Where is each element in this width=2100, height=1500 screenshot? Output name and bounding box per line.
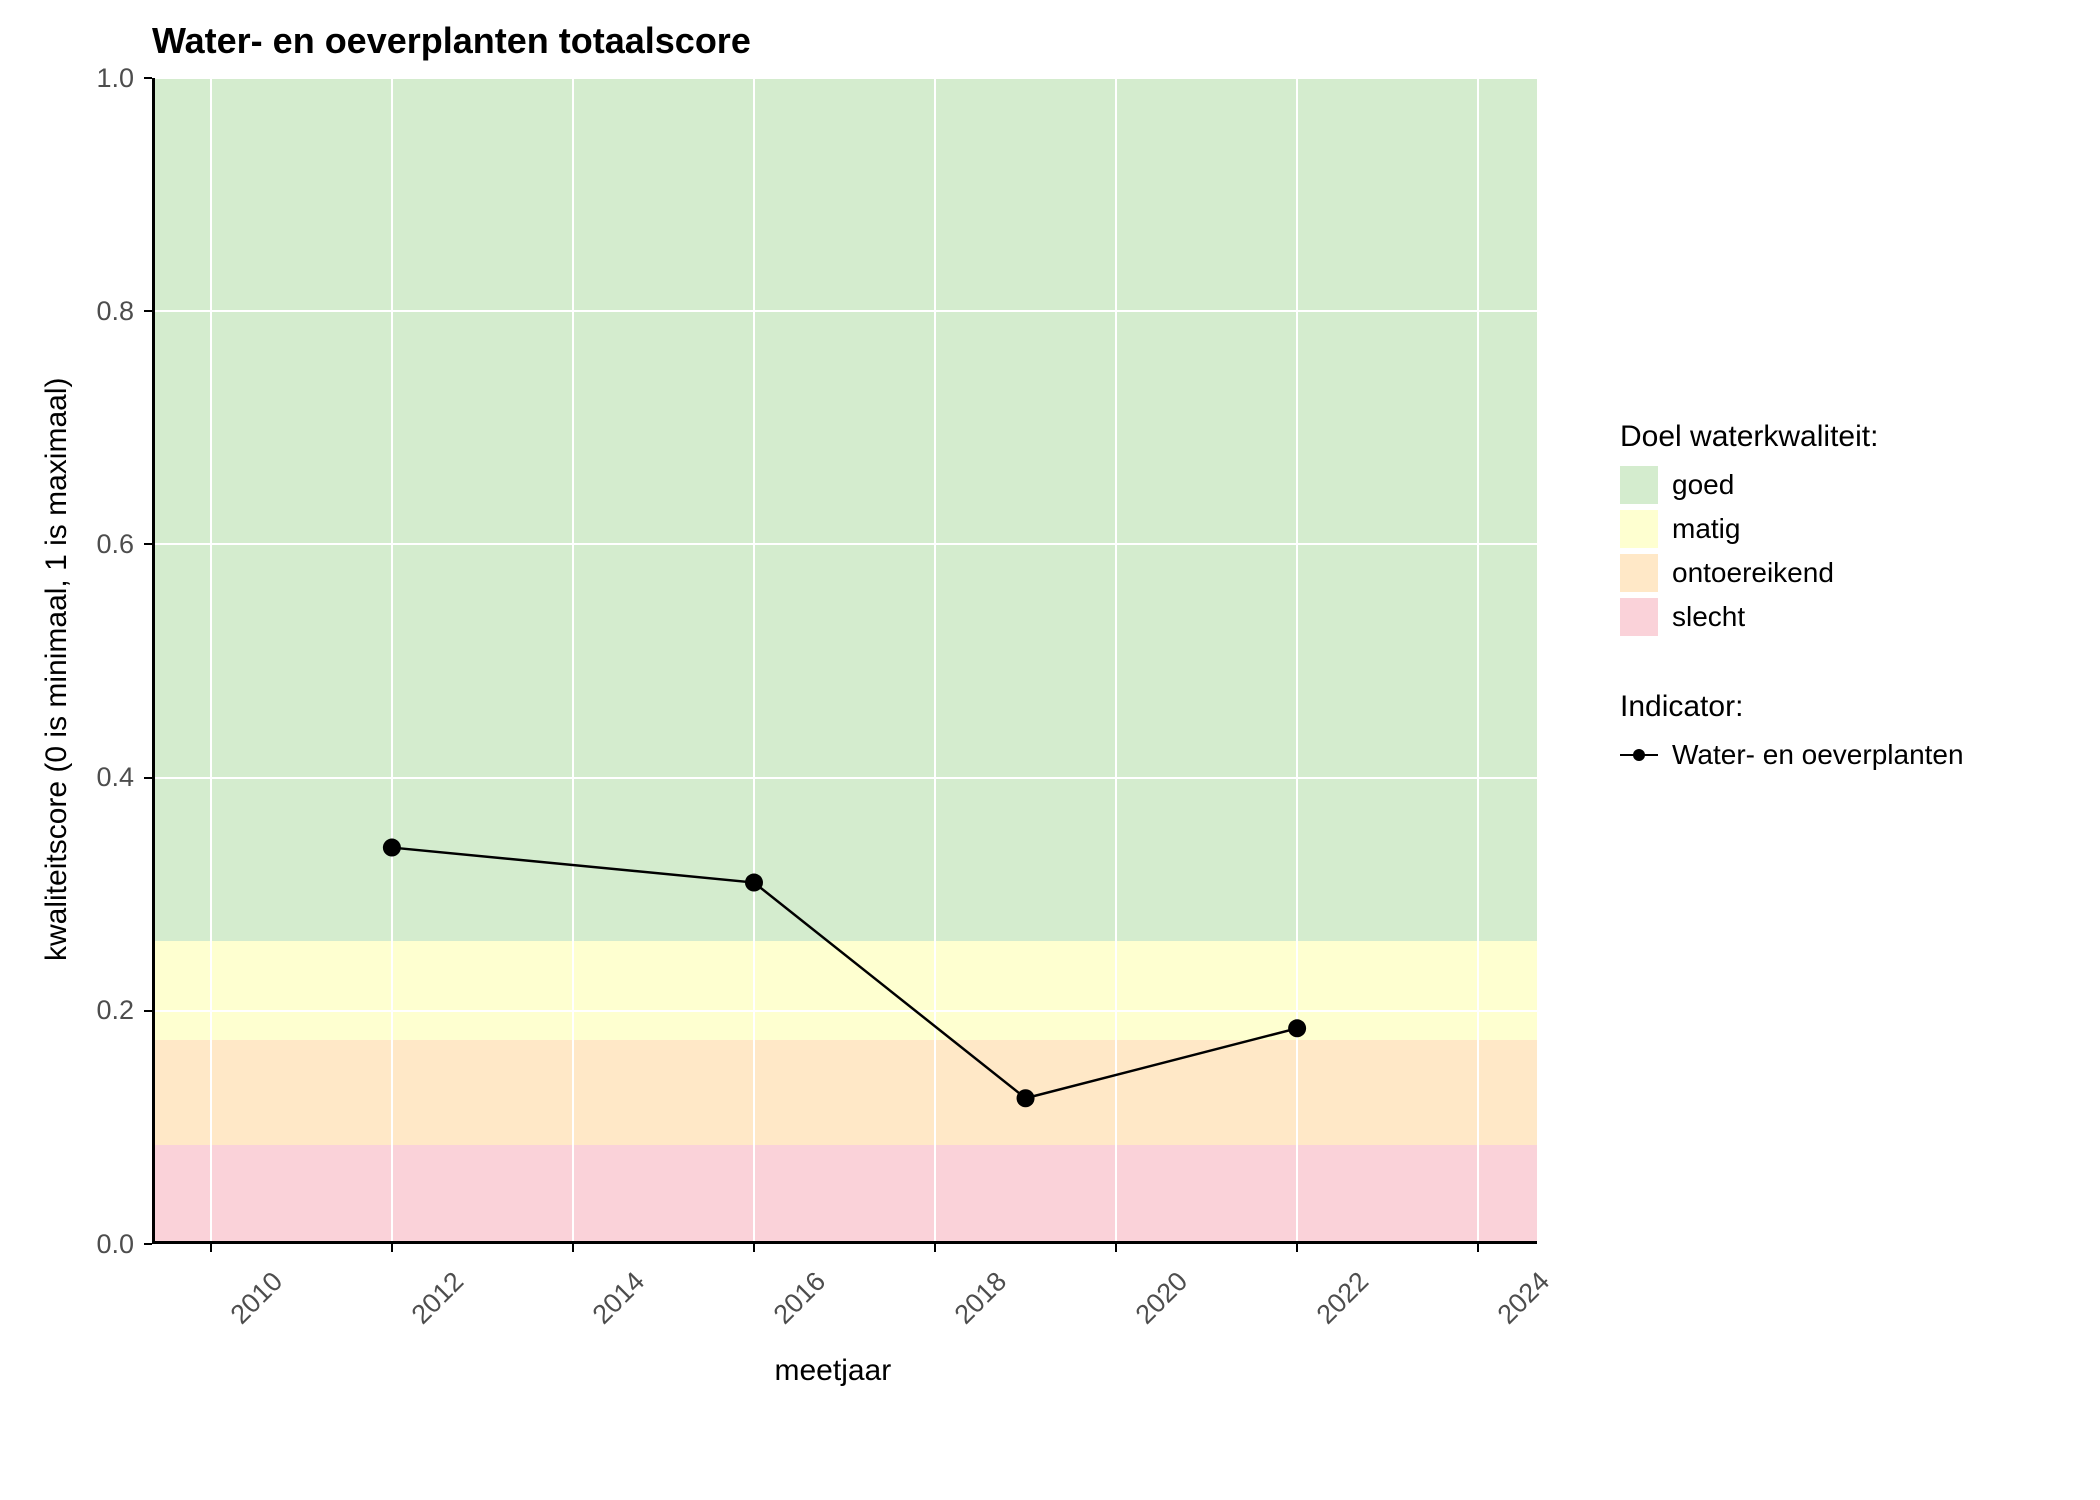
legend-band-label: slecht [1672,601,1745,633]
x-tick-label: 2016 [768,1266,832,1330]
plot-area [152,78,1537,1244]
x-tick-label: 2024 [1492,1266,1556,1330]
y-axis-line [152,78,155,1244]
legend-band-item: ontoereikend [1620,554,1964,592]
legend-indicator-label: Water- en oeverplanten [1672,739,1964,771]
legend-bands-items: goed matig ontoereikend slecht [1620,466,1964,636]
legend-band-label: matig [1672,513,1740,545]
y-tick-label: 0.0 [96,1229,134,1260]
legend-band-item: matig [1620,510,1964,548]
legend-band-item: slecht [1620,598,1964,636]
y-tick-label: 0.2 [96,995,134,1026]
legend-swatch [1620,466,1658,504]
x-tick-label: 2022 [1311,1266,1375,1330]
data-point [1017,1089,1035,1107]
chart-container: Water- en oeverplanten totaalscore 0.0 0.… [0,0,2100,1500]
legend-band-label: ontoereikend [1672,557,1834,589]
data-point [1288,1019,1306,1037]
y-tick-label: 0.8 [96,296,134,327]
x-tick-label: 2014 [587,1266,651,1330]
legend-band-item: goed [1620,466,1964,504]
x-tick-label: 2020 [1130,1266,1194,1330]
data-point [383,839,401,857]
legend-swatch [1620,554,1658,592]
y-tick-label: 1.0 [96,63,134,94]
legend-bands-title: Doel waterkwaliteit: [1620,420,1964,454]
legend-indicator-title: Indicator: [1620,690,1964,724]
legend-swatch [1620,598,1658,636]
y-tick-label: 0.4 [96,762,134,793]
chart-title: Water- en oeverplanten totaalscore [152,20,751,62]
x-tick-label: 2018 [949,1266,1013,1330]
x-tick-label: 2012 [405,1266,469,1330]
line-series [152,78,1537,1244]
legend-line-swatch [1620,736,1658,774]
legend-indicator-item: Water- en oeverplanten [1620,736,1964,774]
y-axis-title: kwaliteitscore (0 is minimaal, 1 is maxi… [40,378,74,961]
legend-band-label: goed [1672,469,1734,501]
data-point [745,874,763,892]
x-axis-title: meetjaar [775,1354,892,1388]
y-tick-label: 0.6 [96,529,134,560]
x-tick-label: 2010 [224,1266,288,1330]
legend: Doel waterkwaliteit: goed matig ontoereike… [1620,420,1964,780]
legend-swatch [1620,510,1658,548]
x-axis-line [152,1241,1537,1244]
